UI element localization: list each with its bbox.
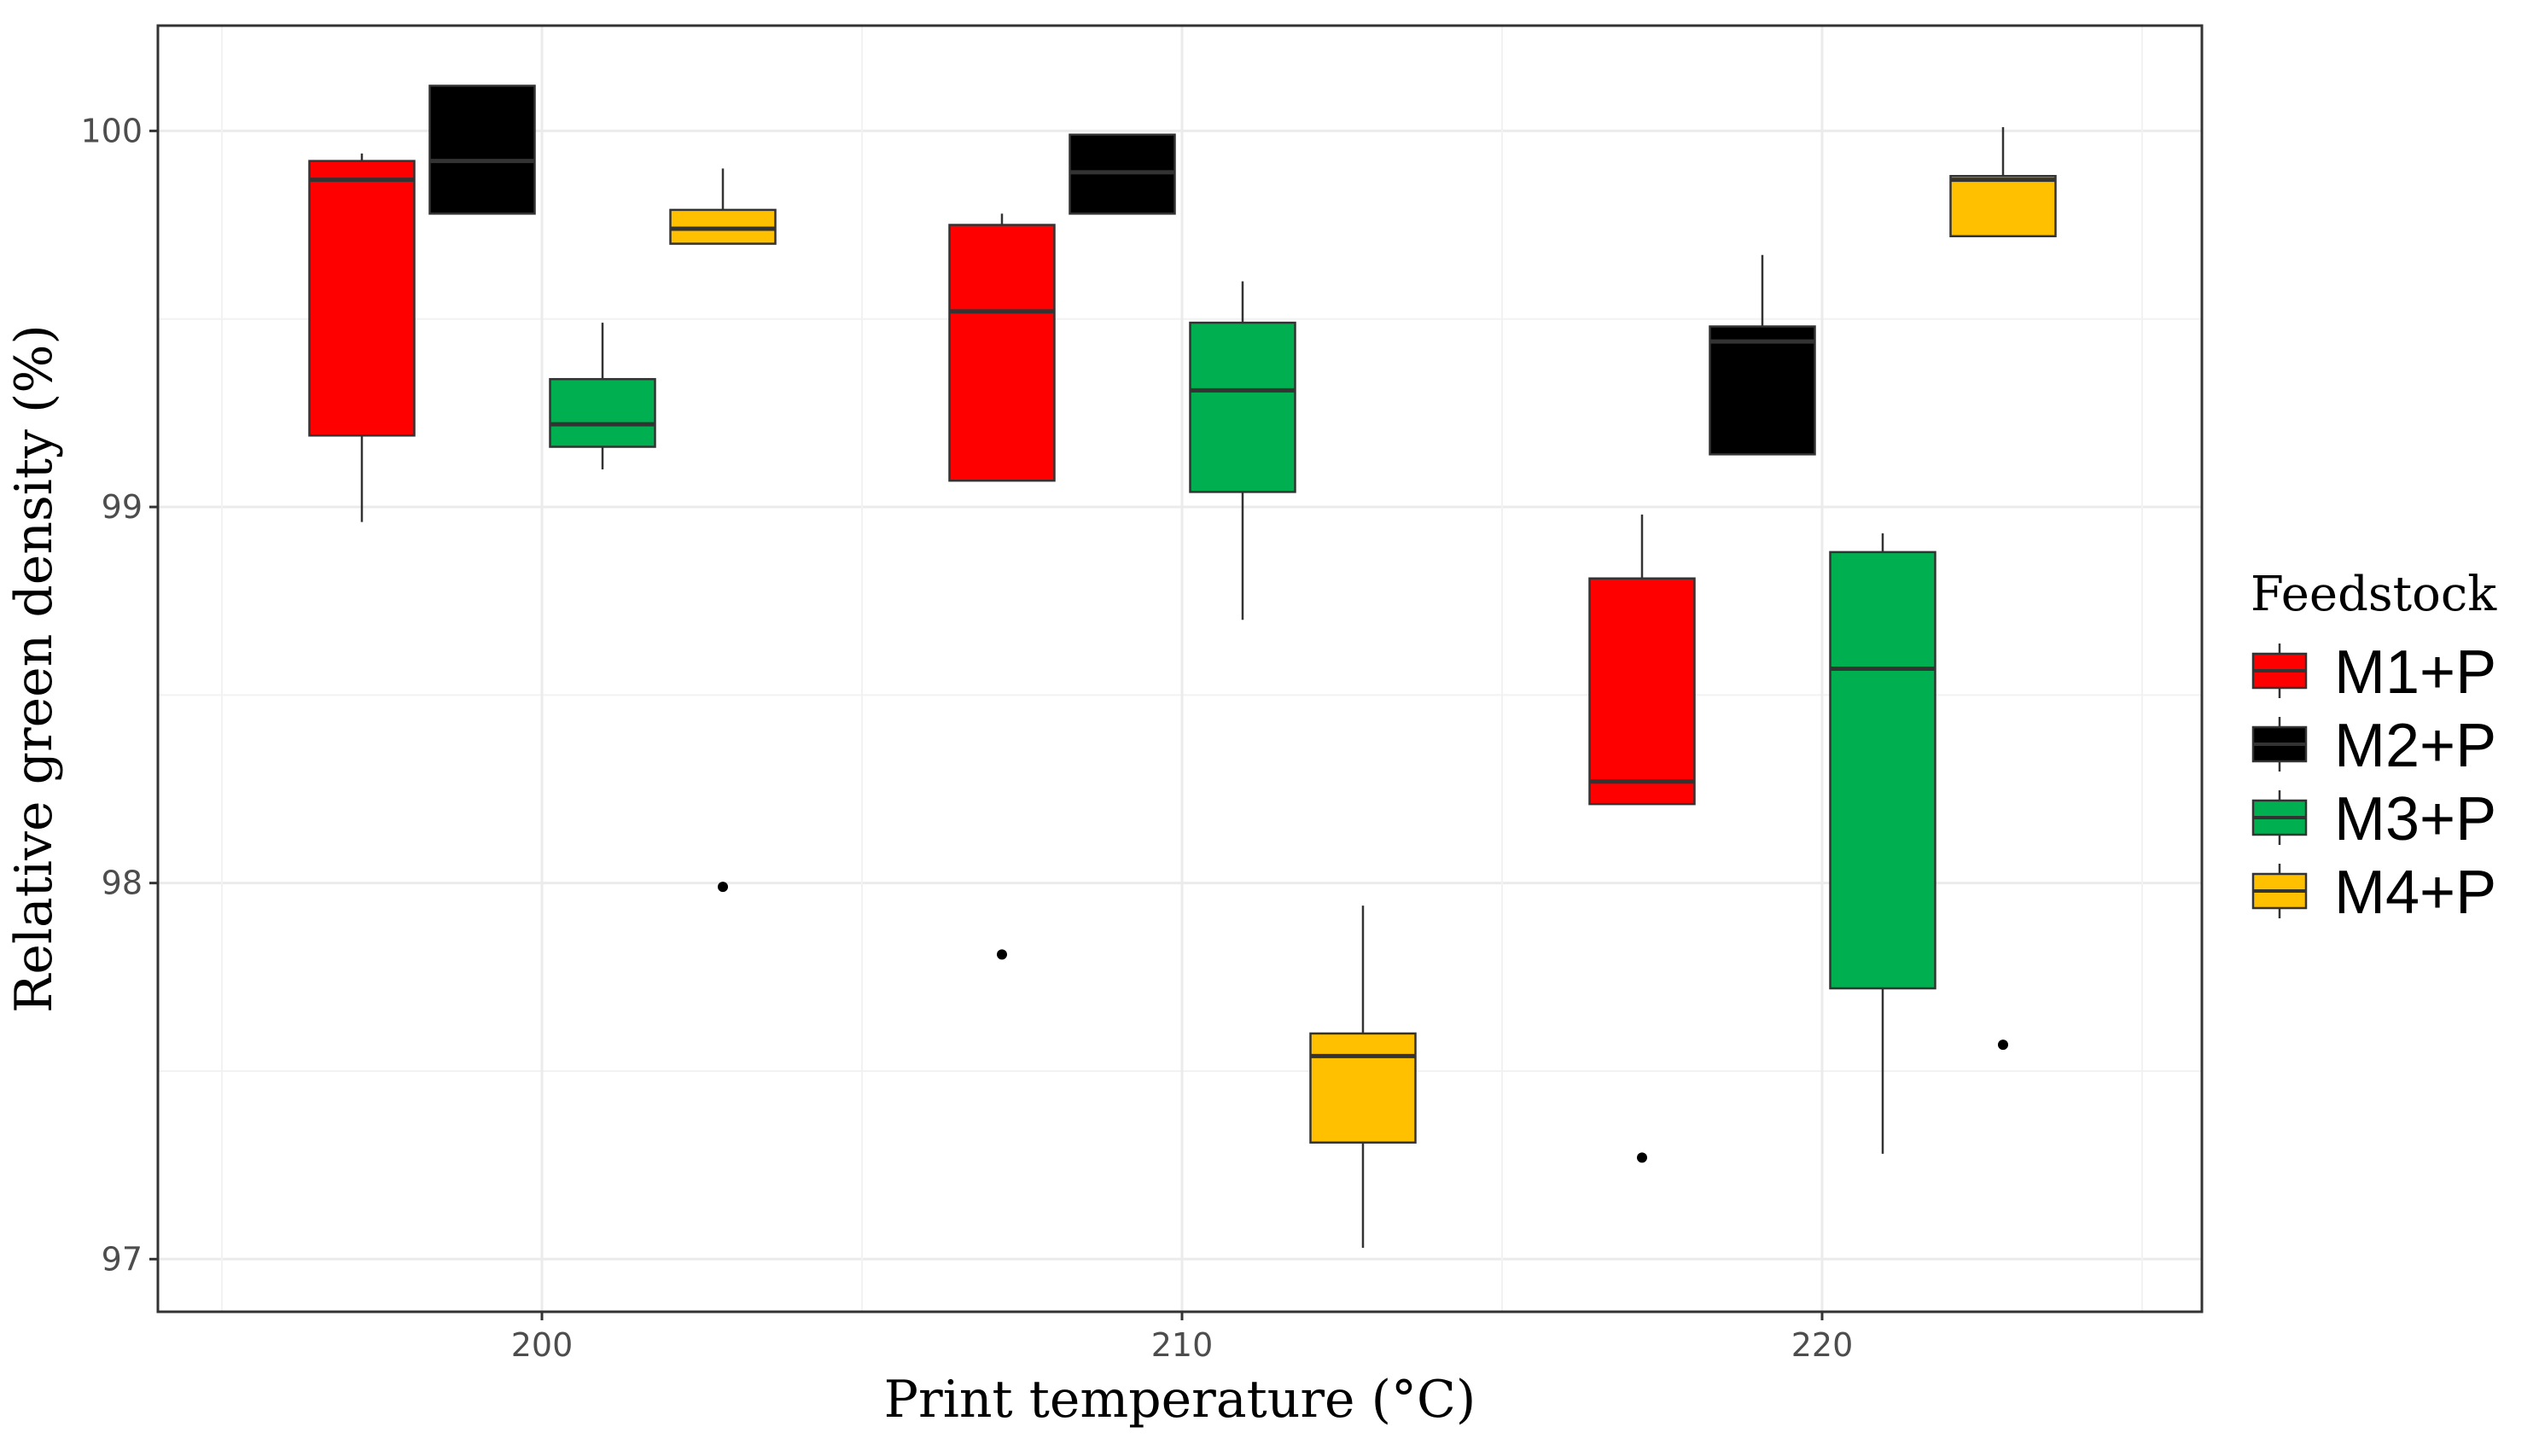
box-iqr	[1709, 325, 1816, 456]
legend-entry-m3-plus-p: M3+P	[2251, 785, 2496, 853]
box-m4-plus-p-220	[1949, 126, 2057, 1051]
axes: 97 98 99 100 200 210 220	[80, 112, 1853, 1364]
box-iqr	[1309, 1032, 1417, 1144]
legend-label: M3+P	[2334, 785, 2496, 853]
x-tick-label: 210	[1151, 1326, 1214, 1364]
legend-label: M4+P	[2334, 859, 2496, 927]
box-iqr	[1949, 175, 2057, 238]
box-iqr	[1588, 577, 1696, 806]
x-tick-label: 200	[511, 1326, 574, 1364]
box-m1-plus-p-220	[1588, 514, 1696, 1163]
legend-entry-m2-plus-p: M2+P	[2251, 712, 2496, 780]
box-iqr	[1189, 321, 1296, 493]
box-iqr	[308, 160, 416, 437]
box-m4-plus-p-200	[669, 168, 777, 893]
box-iqr	[948, 224, 1056, 482]
legend-label: M1+P	[2334, 638, 2496, 707]
box-iqr	[1829, 550, 1936, 990]
box-iqr	[549, 377, 656, 448]
box-m3-plus-p-220	[1829, 533, 1936, 1154]
grid-lines	[158, 26, 2202, 1312]
box-series	[308, 84, 2057, 1249]
box-m2-plus-p-210	[1069, 133, 1176, 215]
outlier-point	[997, 949, 1007, 960]
y-tick-label: 98	[102, 865, 143, 902]
legend-entry-m1-plus-p: M1+P	[2251, 638, 2496, 707]
y-tick-label: 100	[80, 112, 143, 149]
box-m2-plus-p-200	[428, 84, 536, 215]
x-axis-title: Print temperature (°C)	[884, 1370, 1476, 1430]
y-tick-label: 97	[102, 1240, 143, 1278]
outlier-point	[718, 882, 728, 893]
box-m3-plus-p-210	[1189, 281, 1296, 620]
box-m1-plus-p-210	[948, 213, 1056, 960]
legend-entry-m4-plus-p: M4+P	[2251, 859, 2496, 927]
legend-title: Feedstock	[2251, 567, 2497, 622]
y-tick-label: 99	[102, 488, 143, 526]
outlier-point	[1637, 1152, 1647, 1163]
plot-panel-border	[156, 24, 2204, 1313]
outlier-point	[1998, 1040, 2008, 1051]
x-tick-label: 220	[1791, 1326, 1854, 1364]
box-m2-plus-p-220	[1709, 254, 1816, 456]
box-m3-plus-p-200	[549, 323, 656, 469]
box-iqr	[428, 84, 536, 215]
legend-label: M2+P	[2334, 712, 2496, 780]
box-m1-plus-p-200	[308, 153, 416, 522]
legend: Feedstock M1+PM2+PM3+PM4+P	[2251, 567, 2497, 927]
box-m4-plus-p-210	[1309, 906, 1417, 1249]
y-axis-title: Relative green density (%)	[4, 324, 64, 1013]
